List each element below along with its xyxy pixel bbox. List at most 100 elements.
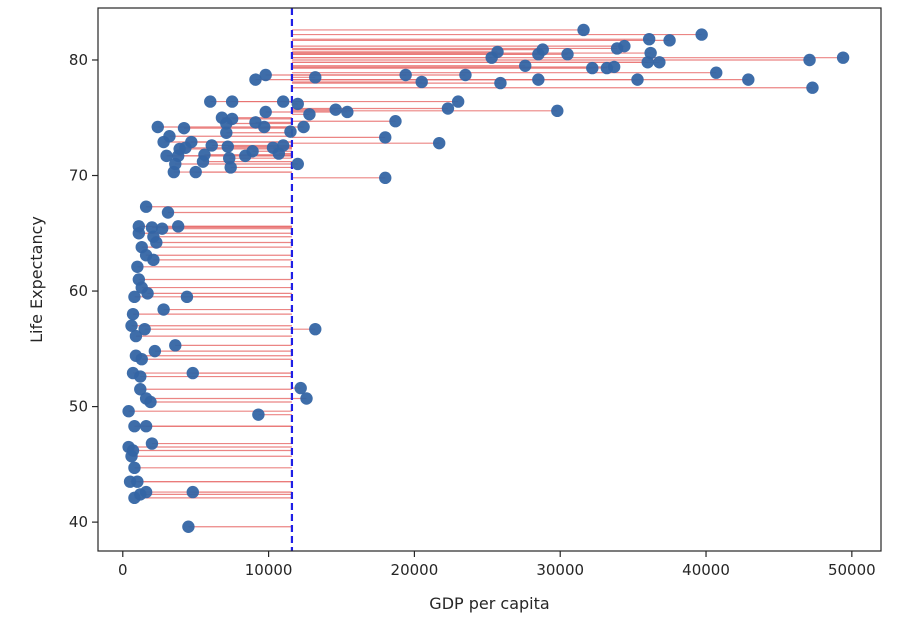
data-point [134, 383, 147, 396]
connector-lines [128, 29, 844, 528]
data-point [160, 149, 173, 163]
data-point [128, 461, 141, 475]
data-point [148, 344, 162, 358]
data-point [631, 73, 644, 86]
data-point [389, 115, 402, 128]
data-point [297, 120, 310, 134]
data-point [300, 392, 313, 405]
data-point [145, 221, 159, 234]
plot-frame [97, 7, 882, 552]
data-point [653, 56, 666, 69]
data-point [141, 287, 154, 300]
data-point [134, 370, 147, 383]
data-point [415, 75, 428, 89]
data-point [710, 66, 723, 79]
data-point [125, 450, 138, 463]
data-point [806, 81, 819, 94]
data-point [451, 95, 465, 108]
x-tick-label: 0 [118, 561, 128, 579]
data-point [309, 322, 322, 336]
data-point [220, 117, 233, 130]
y-tick-label: 60 [69, 282, 88, 300]
x-tick-label: 20000 [391, 561, 439, 579]
data-point [836, 51, 850, 64]
data-point [272, 147, 286, 160]
data-point [586, 61, 599, 75]
data-point [519, 59, 532, 72]
data-point [177, 121, 191, 135]
data-point [485, 51, 498, 64]
data-point [561, 48, 574, 61]
data-point [171, 220, 185, 233]
data-point [284, 125, 297, 138]
data-point [258, 120, 271, 134]
data-point [441, 102, 455, 115]
data-point [128, 420, 141, 433]
data-point [642, 32, 656, 46]
data-point [224, 161, 237, 174]
data-point [223, 151, 236, 165]
x-axis-label: GDP per capita [429, 594, 549, 613]
y-tick-label: 50 [69, 398, 88, 416]
data-point [169, 339, 182, 352]
y-axis-label: Life Expectancy [27, 216, 46, 343]
data-point [399, 68, 412, 82]
data-point [150, 236, 163, 249]
data-point [132, 227, 146, 240]
data-point [291, 157, 304, 171]
data-point [205, 139, 218, 152]
x-tick-label: 10000 [245, 561, 293, 579]
data-point [189, 165, 202, 179]
data-point [138, 322, 151, 336]
data-point [186, 485, 199, 499]
data-point [186, 366, 199, 380]
data-point [259, 105, 272, 119]
data-point [126, 307, 140, 321]
data-point [577, 23, 590, 37]
data-point [303, 108, 316, 121]
data-point [144, 395, 157, 409]
data-point [259, 68, 272, 82]
data-point [663, 34, 676, 47]
data-point [607, 60, 621, 74]
data-point [494, 76, 507, 90]
data-point [551, 104, 564, 118]
data-point [128, 491, 141, 505]
data-point [252, 408, 265, 421]
data-point [309, 71, 322, 84]
data-point [139, 200, 153, 213]
data-point [459, 68, 472, 82]
data-point [249, 73, 262, 86]
data-point [139, 420, 153, 433]
data-point [161, 206, 175, 219]
data-points [122, 23, 850, 533]
data-point [180, 290, 194, 304]
data-point [742, 73, 755, 86]
y-axis-ticks: 40 50 60 70 80 [69, 51, 98, 531]
data-point [128, 290, 141, 304]
data-point [341, 105, 354, 119]
data-point [532, 48, 545, 61]
data-point [803, 53, 816, 67]
data-point [532, 73, 545, 86]
data-point [129, 329, 143, 343]
data-point [196, 155, 210, 168]
data-point [125, 319, 138, 332]
y-tick-label: 40 [69, 513, 88, 531]
data-point [276, 95, 290, 108]
data-point [167, 165, 181, 179]
data-point [204, 95, 217, 108]
data-point [122, 405, 135, 418]
data-point [147, 253, 160, 267]
data-point [157, 135, 170, 149]
data-point [379, 171, 392, 185]
data-point [179, 141, 192, 154]
x-tick-label: 50000 [828, 561, 876, 579]
y-tick-label: 70 [69, 167, 88, 185]
data-point [182, 520, 195, 533]
data-point [432, 136, 446, 150]
data-point [610, 42, 624, 55]
data-point [239, 149, 252, 163]
x-tick-label: 40000 [682, 561, 730, 579]
